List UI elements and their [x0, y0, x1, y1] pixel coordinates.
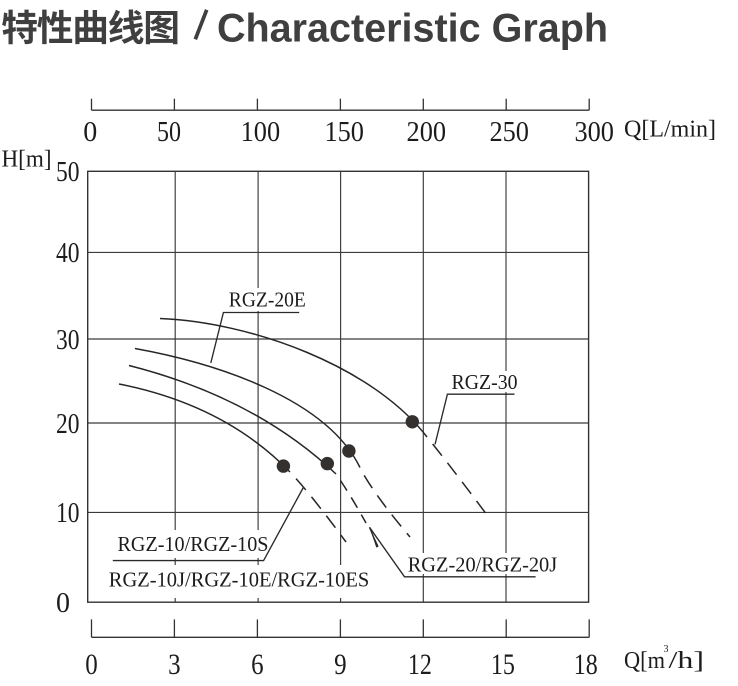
svg-text:15: 15 [491, 648, 515, 681]
svg-text:/h]: /h] [669, 648, 705, 674]
svg-text:150: 150 [324, 117, 364, 148]
svg-text:50: 50 [157, 117, 181, 148]
svg-text:Characteristic Graph: Characteristic Graph [217, 7, 608, 51]
svg-text:100: 100 [241, 117, 281, 148]
svg-text:3: 3 [168, 648, 181, 681]
svg-text:10: 10 [56, 498, 80, 529]
svg-text:RGZ-10J/RGZ-10E/RGZ-10ES: RGZ-10J/RGZ-10E/RGZ-10ES [109, 567, 370, 591]
svg-text:RGZ-30: RGZ-30 [452, 370, 518, 394]
svg-text:RGZ-20E: RGZ-20E [229, 288, 306, 312]
svg-text:9: 9 [334, 648, 347, 681]
svg-text:0: 0 [85, 648, 98, 681]
svg-text:50: 50 [56, 157, 80, 188]
svg-text:RGZ-10/RGZ-10S: RGZ-10/RGZ-10S [118, 532, 269, 556]
svg-text:3: 3 [664, 644, 669, 655]
svg-text:300: 300 [574, 117, 614, 148]
svg-text:Q[L/min]: Q[L/min] [624, 117, 716, 143]
svg-text:H[m]: H[m] [2, 147, 52, 173]
svg-text:40: 40 [56, 238, 80, 269]
svg-text:Q[m: Q[m [624, 648, 665, 674]
svg-text:0: 0 [56, 588, 70, 619]
svg-text:RGZ-20/RGZ-20J: RGZ-20/RGZ-20J [408, 552, 558, 576]
svg-text:20: 20 [56, 409, 80, 440]
svg-text:30: 30 [56, 325, 80, 356]
svg-text:200: 200 [407, 117, 447, 148]
svg-text:18: 18 [574, 648, 598, 681]
svg-text:12: 12 [408, 648, 432, 681]
svg-text:6: 6 [251, 648, 264, 681]
svg-text:0: 0 [83, 117, 97, 148]
svg-text:250: 250 [489, 117, 529, 148]
